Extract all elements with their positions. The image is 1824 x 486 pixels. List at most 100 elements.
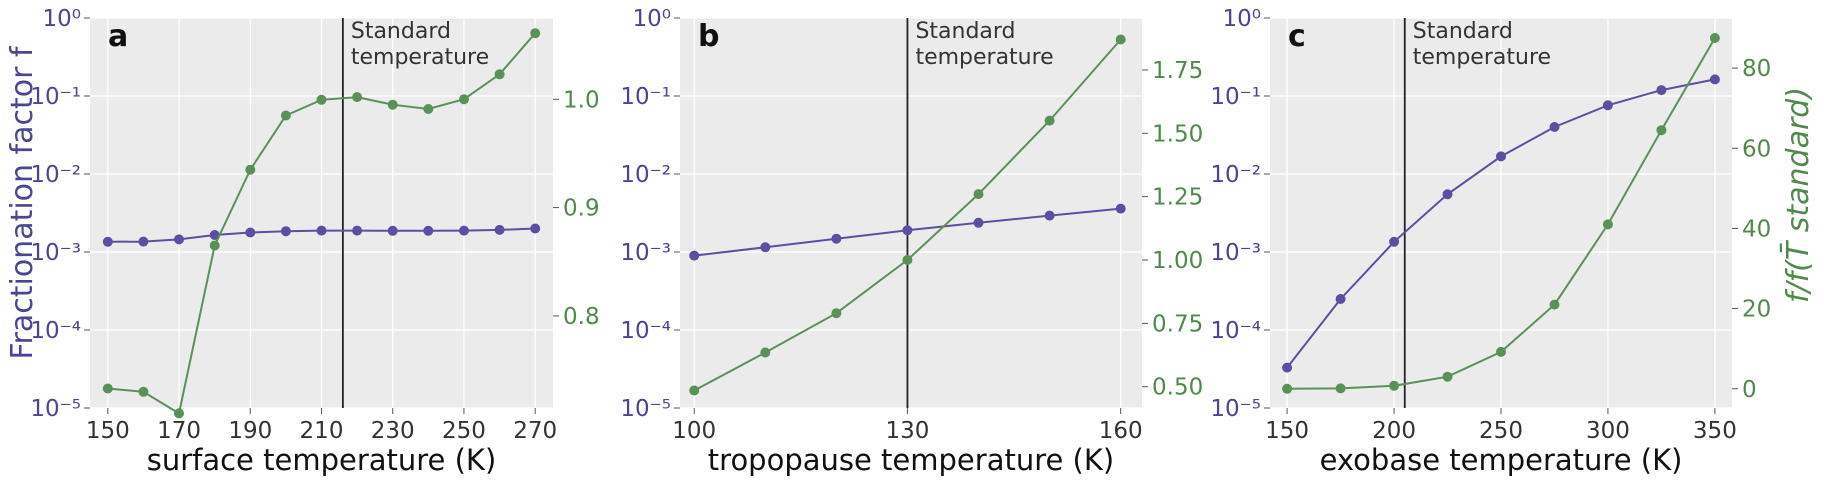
purple-data-point [1442,189,1453,200]
x-tick-label: 160 [1099,418,1143,444]
green-data-point [423,104,434,114]
left-tick-label: 10⁻² [1210,162,1261,188]
plot-area [680,18,1142,408]
green-data-point [1602,219,1613,230]
green-data-point [174,408,184,419]
left-tick-label: 10⁰ [633,6,672,32]
purple-data-point [1282,362,1293,373]
purple-data-point [494,224,505,235]
purple-data-point [316,225,327,236]
left-tick-label: 10⁻¹ [620,84,671,110]
right-tick-label: 40 [1742,216,1771,242]
standard-label-line2: temperature [915,45,1053,70]
panel-letter: b [698,19,719,54]
green-data-point [1282,383,1293,394]
purple-data-point [689,250,700,261]
green-data-point [280,110,291,121]
x-tick-label: 250 [442,418,486,444]
left-tick-label: 10⁻² [30,162,81,188]
green-data-point [1656,125,1667,136]
x-tick-label: 210 [300,418,344,444]
purple-data-point [1709,74,1720,85]
purple-data-point [174,234,184,245]
green-data-point [1709,33,1720,43]
green-data-point [760,347,771,358]
green-data-point [831,308,842,319]
left-axis-label: Fractionation factor f [5,45,40,360]
left-tick-label: 10⁻¹ [30,84,81,110]
x-tick-label: 150 [86,418,130,444]
left-tick-label: 10⁻³ [620,240,671,266]
left-tick-label: 10⁻⁴ [1210,318,1261,344]
purple-data-point [1549,122,1560,132]
standard-label-line1: Standard [915,19,1015,44]
x-axis-label: tropopause temperature (K) [708,443,1114,477]
purple-data-point [831,233,842,244]
purple-data-point [973,217,984,228]
right-tick-label: 1.0 [563,87,600,113]
purple-data-point [280,226,291,237]
green-data-point [973,189,984,200]
standard-label-line1: Standard [1413,19,1513,44]
green-data-point [1442,371,1453,382]
purple-data-point [1656,85,1667,96]
panel-c: 10⁻⁵ 10⁻⁴ 10⁻³ 10⁻² 10⁻¹ 10⁰ 0 20 40 60 80 150 200 25… [1210,6,1771,477]
purple-data-point [102,236,113,247]
x-tick-label: 250 [1479,418,1523,444]
panel-a: 10⁻⁵ 10⁻⁴ 10⁻³ 10⁻² 10⁻¹ 10⁰ 0.8 0.9 1.0 150 170 19… [30,6,599,477]
purple-data-point [245,227,256,238]
right-tick-label: 1.00 [1152,248,1203,274]
green-data-point [1044,115,1055,126]
purple-data-point [209,230,220,240]
green-data-point [387,99,398,110]
x-axis-label: surface temperature (K) [147,443,497,477]
left-tick-label: 10⁰ [1223,6,1262,32]
left-tick-label: 10⁻² [620,162,671,188]
left-tick-label: 10⁰ [43,6,82,32]
x-tick-label: 300 [1586,418,1630,444]
purple-data-point [1115,203,1126,214]
green-data-point [102,383,113,394]
purple-data-point [530,223,541,234]
purple-data-point [1044,210,1055,221]
green-data-point [1115,34,1126,45]
green-data-point [902,255,913,265]
x-tick-label: 190 [228,418,272,444]
x-tick-label: 350 [1693,418,1737,444]
left-tick-label: 10⁻¹ [1210,84,1261,110]
purple-data-point [352,225,363,236]
purple-data-point [423,225,434,236]
purple-data-point [459,225,469,236]
left-tick-label: 10⁻⁵ [30,396,81,422]
standard-label-line1: Standard [351,19,451,44]
x-tick-label: 100 [672,418,716,444]
green-data-point [352,92,363,103]
left-tick-label: 10⁻⁴ [620,318,671,344]
purple-data-point [1602,100,1613,111]
x-tick-label: 200 [1372,418,1416,444]
panel-letter: a [108,19,128,54]
left-tick-label: 10⁻⁵ [1210,396,1261,422]
right-tick-label: 0.75 [1152,311,1203,337]
right-tick-label: 1.75 [1152,58,1203,84]
right-tick-label: 0.8 [563,304,600,330]
panel-b: 10⁻⁵ 10⁻⁴ 10⁻³ 10⁻² 10⁻¹ 10⁰ 0.50 0.75 1.00 1.25 1… [620,6,1203,477]
standard-label-line2: temperature [351,45,489,70]
green-data-point [1549,299,1560,310]
green-data-point [245,164,256,175]
green-data-point [316,94,327,105]
left-tick-label: 10⁻⁴ [30,318,81,344]
left-tick-label: 10⁻⁵ [620,396,671,422]
right-tick-label: 1.25 [1152,185,1203,211]
right-tick-label: 0 [1742,377,1757,403]
x-tick-label: 130 [885,418,929,444]
green-data-point [459,94,469,105]
purple-data-point [902,225,913,236]
green-data-point [530,28,541,39]
green-data-point [138,386,149,397]
x-tick-label: 270 [513,418,557,444]
green-data-point [689,385,700,396]
left-tick-label: 10⁻³ [30,240,81,266]
x-axis-label: exobase temperature (K) [1320,443,1683,477]
